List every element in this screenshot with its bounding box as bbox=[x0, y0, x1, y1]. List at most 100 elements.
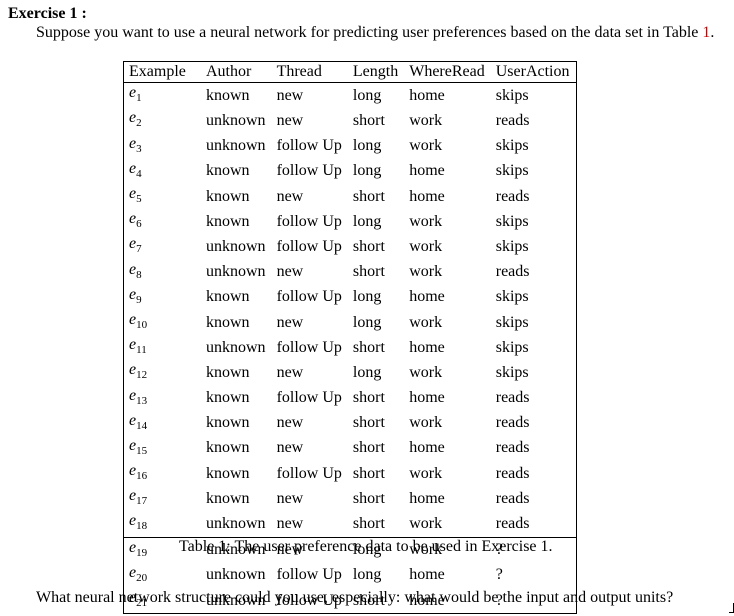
table-cell: long bbox=[352, 566, 382, 584]
example-id-cell: e20 bbox=[124, 563, 202, 588]
table-cell: skips bbox=[495, 288, 529, 306]
table-cell: short bbox=[352, 187, 385, 205]
example-id-cell: e14 bbox=[124, 411, 202, 436]
table-row: e3 unknown follow Up long work skips bbox=[124, 134, 577, 159]
table-row: e5 known new short home reads bbox=[124, 184, 577, 209]
example-letter: e bbox=[129, 84, 137, 102]
table-cell: short bbox=[352, 591, 385, 609]
example-id-cell: e21 bbox=[124, 588, 202, 614]
table-cell: skips bbox=[495, 86, 529, 104]
table-cell: reads bbox=[495, 187, 530, 205]
example-index: 10 bbox=[136, 319, 148, 332]
table-cell: known bbox=[206, 464, 250, 482]
exercise-question: What neural network structure could you … bbox=[36, 589, 674, 606]
example-index: 12 bbox=[136, 369, 148, 382]
table-cell: home bbox=[409, 288, 445, 306]
table-row: e10 known new long work skips bbox=[124, 310, 577, 335]
table-cell: new bbox=[276, 263, 304, 281]
table-cell: ? bbox=[495, 566, 503, 584]
table-cell: work bbox=[409, 212, 443, 230]
table-cell: long bbox=[352, 86, 382, 104]
table-cell: new bbox=[276, 187, 304, 205]
example-id-cell: e2 bbox=[124, 108, 202, 133]
example-letter: e bbox=[129, 260, 137, 278]
table-row: e13 known follow Up short home reads bbox=[124, 386, 577, 411]
table-cell: reads bbox=[495, 515, 530, 533]
table-cell: new bbox=[276, 313, 304, 331]
table-cell: follow Up bbox=[276, 591, 342, 609]
example-index: 8 bbox=[136, 268, 142, 281]
table-row: e17 known new short home reads bbox=[124, 486, 577, 511]
unlabeled-rows: e19 unknown new long work? e20 unknown follow U… bbox=[123, 536, 576, 614]
table-cell: short bbox=[352, 263, 385, 281]
example-id-cell: e10 bbox=[124, 310, 202, 335]
intro-end: . bbox=[710, 24, 715, 41]
example-index: 7 bbox=[136, 243, 142, 256]
table-cell: reads bbox=[495, 263, 530, 281]
table-cell: work bbox=[404, 536, 491, 563]
table-row: e11 unknown follow Up short home skips bbox=[124, 335, 577, 360]
example-id-cell: e5 bbox=[124, 184, 202, 209]
table-cell: long bbox=[352, 363, 382, 381]
table-reference-link[interactable]: 1 bbox=[702, 24, 711, 41]
table-cell: short bbox=[352, 439, 385, 457]
table-cell: short bbox=[352, 112, 385, 130]
table-cell: long bbox=[352, 162, 382, 180]
table-cell: known bbox=[206, 414, 250, 432]
table-cell: follow Up bbox=[276, 137, 342, 155]
table-cell: new bbox=[271, 536, 348, 563]
example-letter: e bbox=[129, 563, 137, 581]
table-cell: home bbox=[409, 86, 445, 104]
example-id-cell: e17 bbox=[124, 486, 202, 511]
example-letter: e bbox=[129, 512, 137, 530]
table-cell: home bbox=[409, 389, 445, 407]
table-cell: short bbox=[352, 464, 385, 482]
table-cell: new bbox=[276, 439, 304, 457]
example-id-cell: e12 bbox=[124, 360, 202, 385]
table-cell: short bbox=[352, 515, 385, 533]
table-cell: known bbox=[206, 389, 250, 407]
labeled-rows: e1 known new long home skips e2 unknown new short… bbox=[124, 83, 577, 537]
example-letter: e bbox=[129, 109, 137, 127]
table-cell: work bbox=[409, 137, 443, 155]
table-cell: long bbox=[347, 536, 405, 563]
table-cell: follow Up bbox=[276, 464, 342, 482]
example-index: 20 bbox=[136, 572, 148, 584]
table-cell: short bbox=[352, 389, 385, 407]
intro-text: Suppose you want to use a neural network… bbox=[36, 24, 703, 41]
example-id-cell: e18 bbox=[124, 511, 202, 537]
table-cell: long bbox=[352, 212, 382, 230]
example-letter: e bbox=[129, 310, 137, 328]
example-letter: e bbox=[129, 411, 137, 429]
example-index: 14 bbox=[136, 419, 148, 432]
example-index: 2 bbox=[136, 117, 142, 130]
table-cell: reads bbox=[495, 464, 530, 482]
table-cell: unknown bbox=[206, 112, 266, 130]
table-cell: skips bbox=[495, 313, 529, 331]
table-row: e15 known new short home reads bbox=[124, 436, 577, 461]
example-index: 3 bbox=[136, 142, 142, 155]
table-cell: work bbox=[409, 263, 443, 281]
exercise-heading: Exercise 1 : bbox=[8, 5, 87, 22]
example-index: 19 bbox=[136, 546, 148, 559]
example-id-cell: e19 bbox=[123, 536, 201, 563]
table-row: e2 unknown new short work reads bbox=[124, 108, 577, 133]
table-cell: follow Up bbox=[276, 389, 342, 407]
table-cell: follow Up bbox=[276, 338, 342, 356]
table-cell: known bbox=[206, 489, 250, 507]
page-corner-mark bbox=[729, 603, 734, 613]
table-cell: ? bbox=[490, 536, 576, 563]
example-id-cell: e4 bbox=[124, 159, 202, 184]
example-id-cell: e6 bbox=[124, 209, 202, 234]
table-cell: new bbox=[276, 414, 304, 432]
example-letter: e bbox=[129, 589, 137, 606]
table-cell: home bbox=[409, 439, 445, 457]
table-cell: short bbox=[352, 414, 385, 432]
table-cell: skips bbox=[495, 338, 529, 356]
table-cell: skips bbox=[495, 137, 529, 155]
table-cell: work bbox=[409, 464, 443, 482]
table-cell: new bbox=[276, 489, 304, 507]
table-cell: new bbox=[276, 86, 304, 104]
example-index: 5 bbox=[136, 193, 142, 206]
table-cell: new bbox=[276, 515, 304, 533]
